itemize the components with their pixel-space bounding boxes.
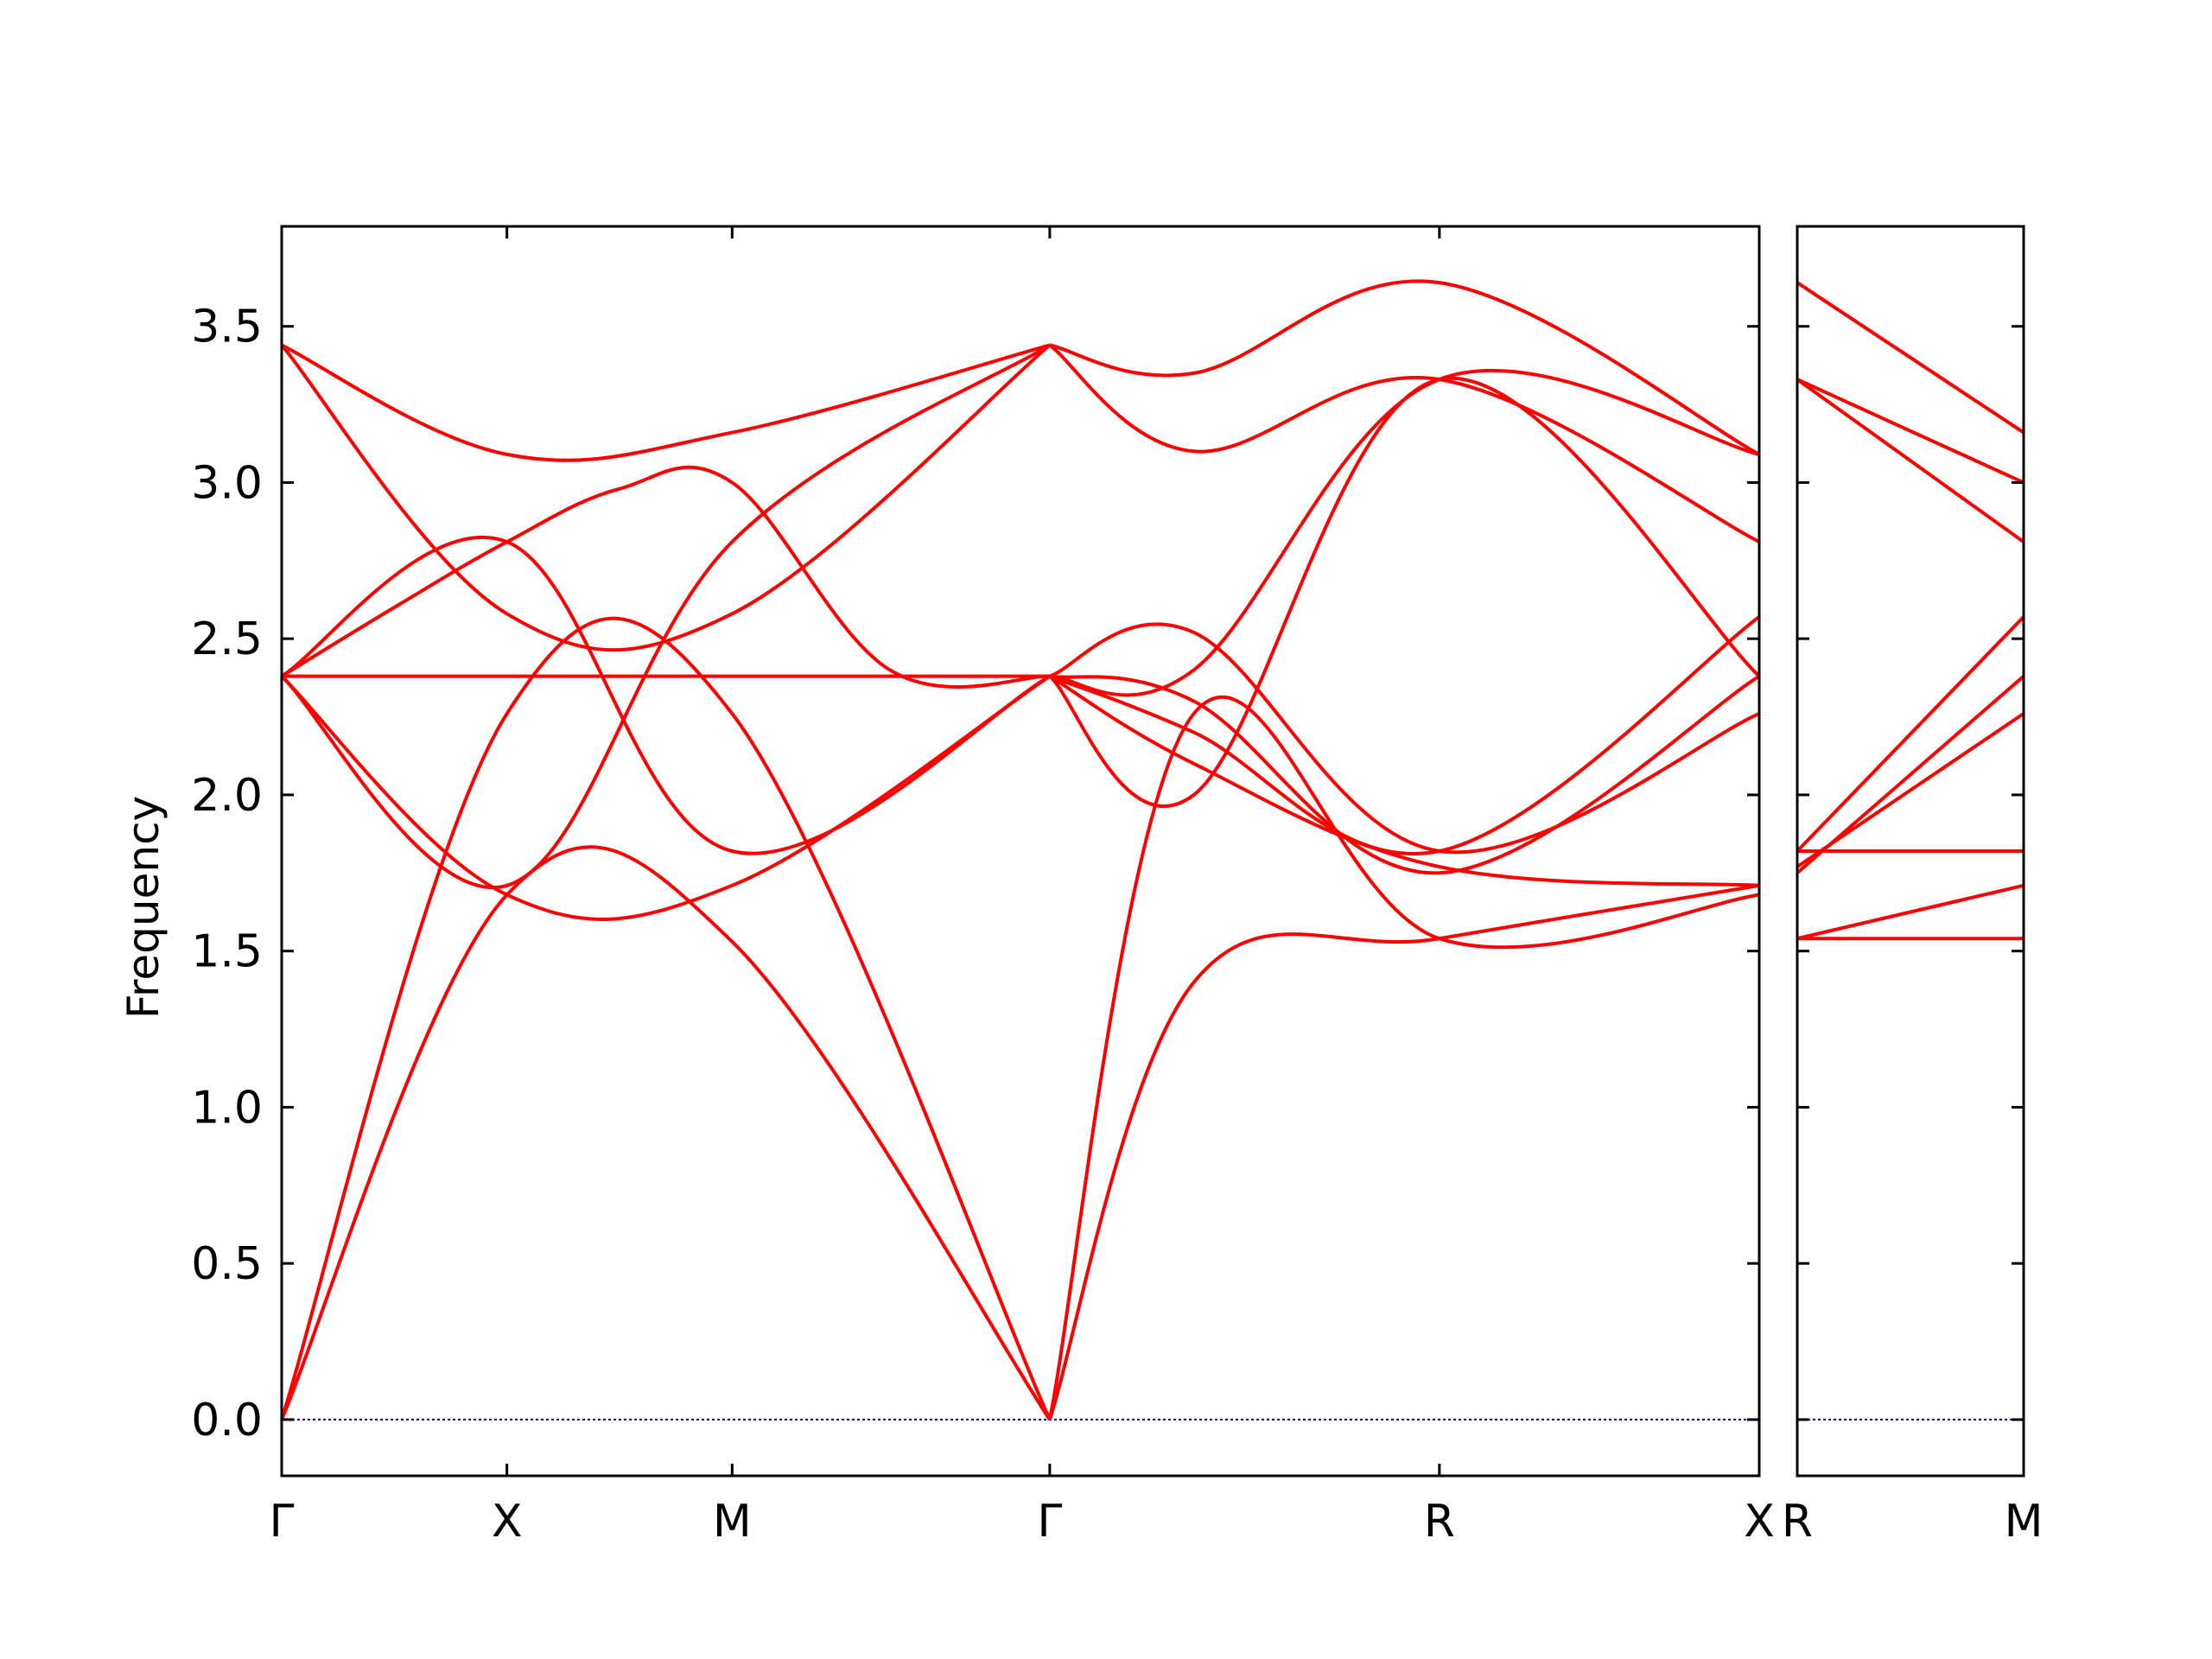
- band-line: [1796, 615, 2025, 853]
- band-line: [1049, 615, 1761, 855]
- band-line: [280, 845, 1052, 1421]
- x-tick-label: M: [2005, 1496, 2044, 1548]
- y-tick-label: 3.0: [191, 457, 263, 509]
- x-tick-label: Γ: [270, 1496, 295, 1548]
- x-tick-label: R: [1782, 1496, 1813, 1548]
- band-line: [1047, 695, 1760, 1421]
- x-tick-label: M: [713, 1496, 752, 1548]
- band-line: [281, 343, 1051, 462]
- x-tick-label: X: [1744, 1496, 1775, 1548]
- band-line: [1796, 675, 2025, 874]
- band-line: [1049, 368, 1760, 697]
- y-tick-label: 0.5: [191, 1238, 263, 1290]
- band-line: [1048, 674, 1760, 887]
- band-line: [1049, 279, 1760, 456]
- x-tick-label: Γ: [1037, 1496, 1062, 1548]
- y-tick-label: 3.5: [191, 302, 263, 353]
- band-line: [1796, 378, 2025, 543]
- band-line: [1796, 712, 2025, 868]
- band-line: [280, 465, 1050, 689]
- bands-inset-panel: [1796, 281, 2025, 1421]
- y-tick-label: 0.0: [191, 1395, 263, 1446]
- bands-main-panel: [280, 279, 1761, 1421]
- band-line: [280, 343, 1051, 890]
- band-line: [1048, 376, 1761, 808]
- band-line: [280, 343, 1052, 652]
- band-line: [1048, 343, 1760, 543]
- y-tick-label: 2.5: [191, 613, 263, 665]
- y-tick-label: 2.0: [191, 770, 263, 822]
- band-line: [1796, 883, 2024, 941]
- y-tick-label: 1.5: [191, 926, 263, 978]
- axes: 0.00.51.01.52.02.53.03.5Γ X M Γ R X R M: [191, 225, 2044, 1548]
- band-line: [1048, 883, 1760, 1421]
- x-tick-label: X: [492, 1496, 523, 1548]
- band-line: [1049, 674, 1761, 875]
- band-line: [280, 535, 1051, 855]
- band-line: [1049, 622, 1760, 855]
- y-tick-label: 1.0: [191, 1082, 263, 1134]
- band-line: [280, 674, 1052, 921]
- band-line: [1796, 281, 2025, 435]
- band-line: [1796, 378, 2024, 485]
- band-line: [280, 616, 1052, 1421]
- x-tick-label: R: [1424, 1496, 1455, 1548]
- plot-frame: [280, 225, 1761, 1478]
- plot-frame: [1796, 225, 2025, 1478]
- y-axis-label: Frequency: [118, 796, 168, 1019]
